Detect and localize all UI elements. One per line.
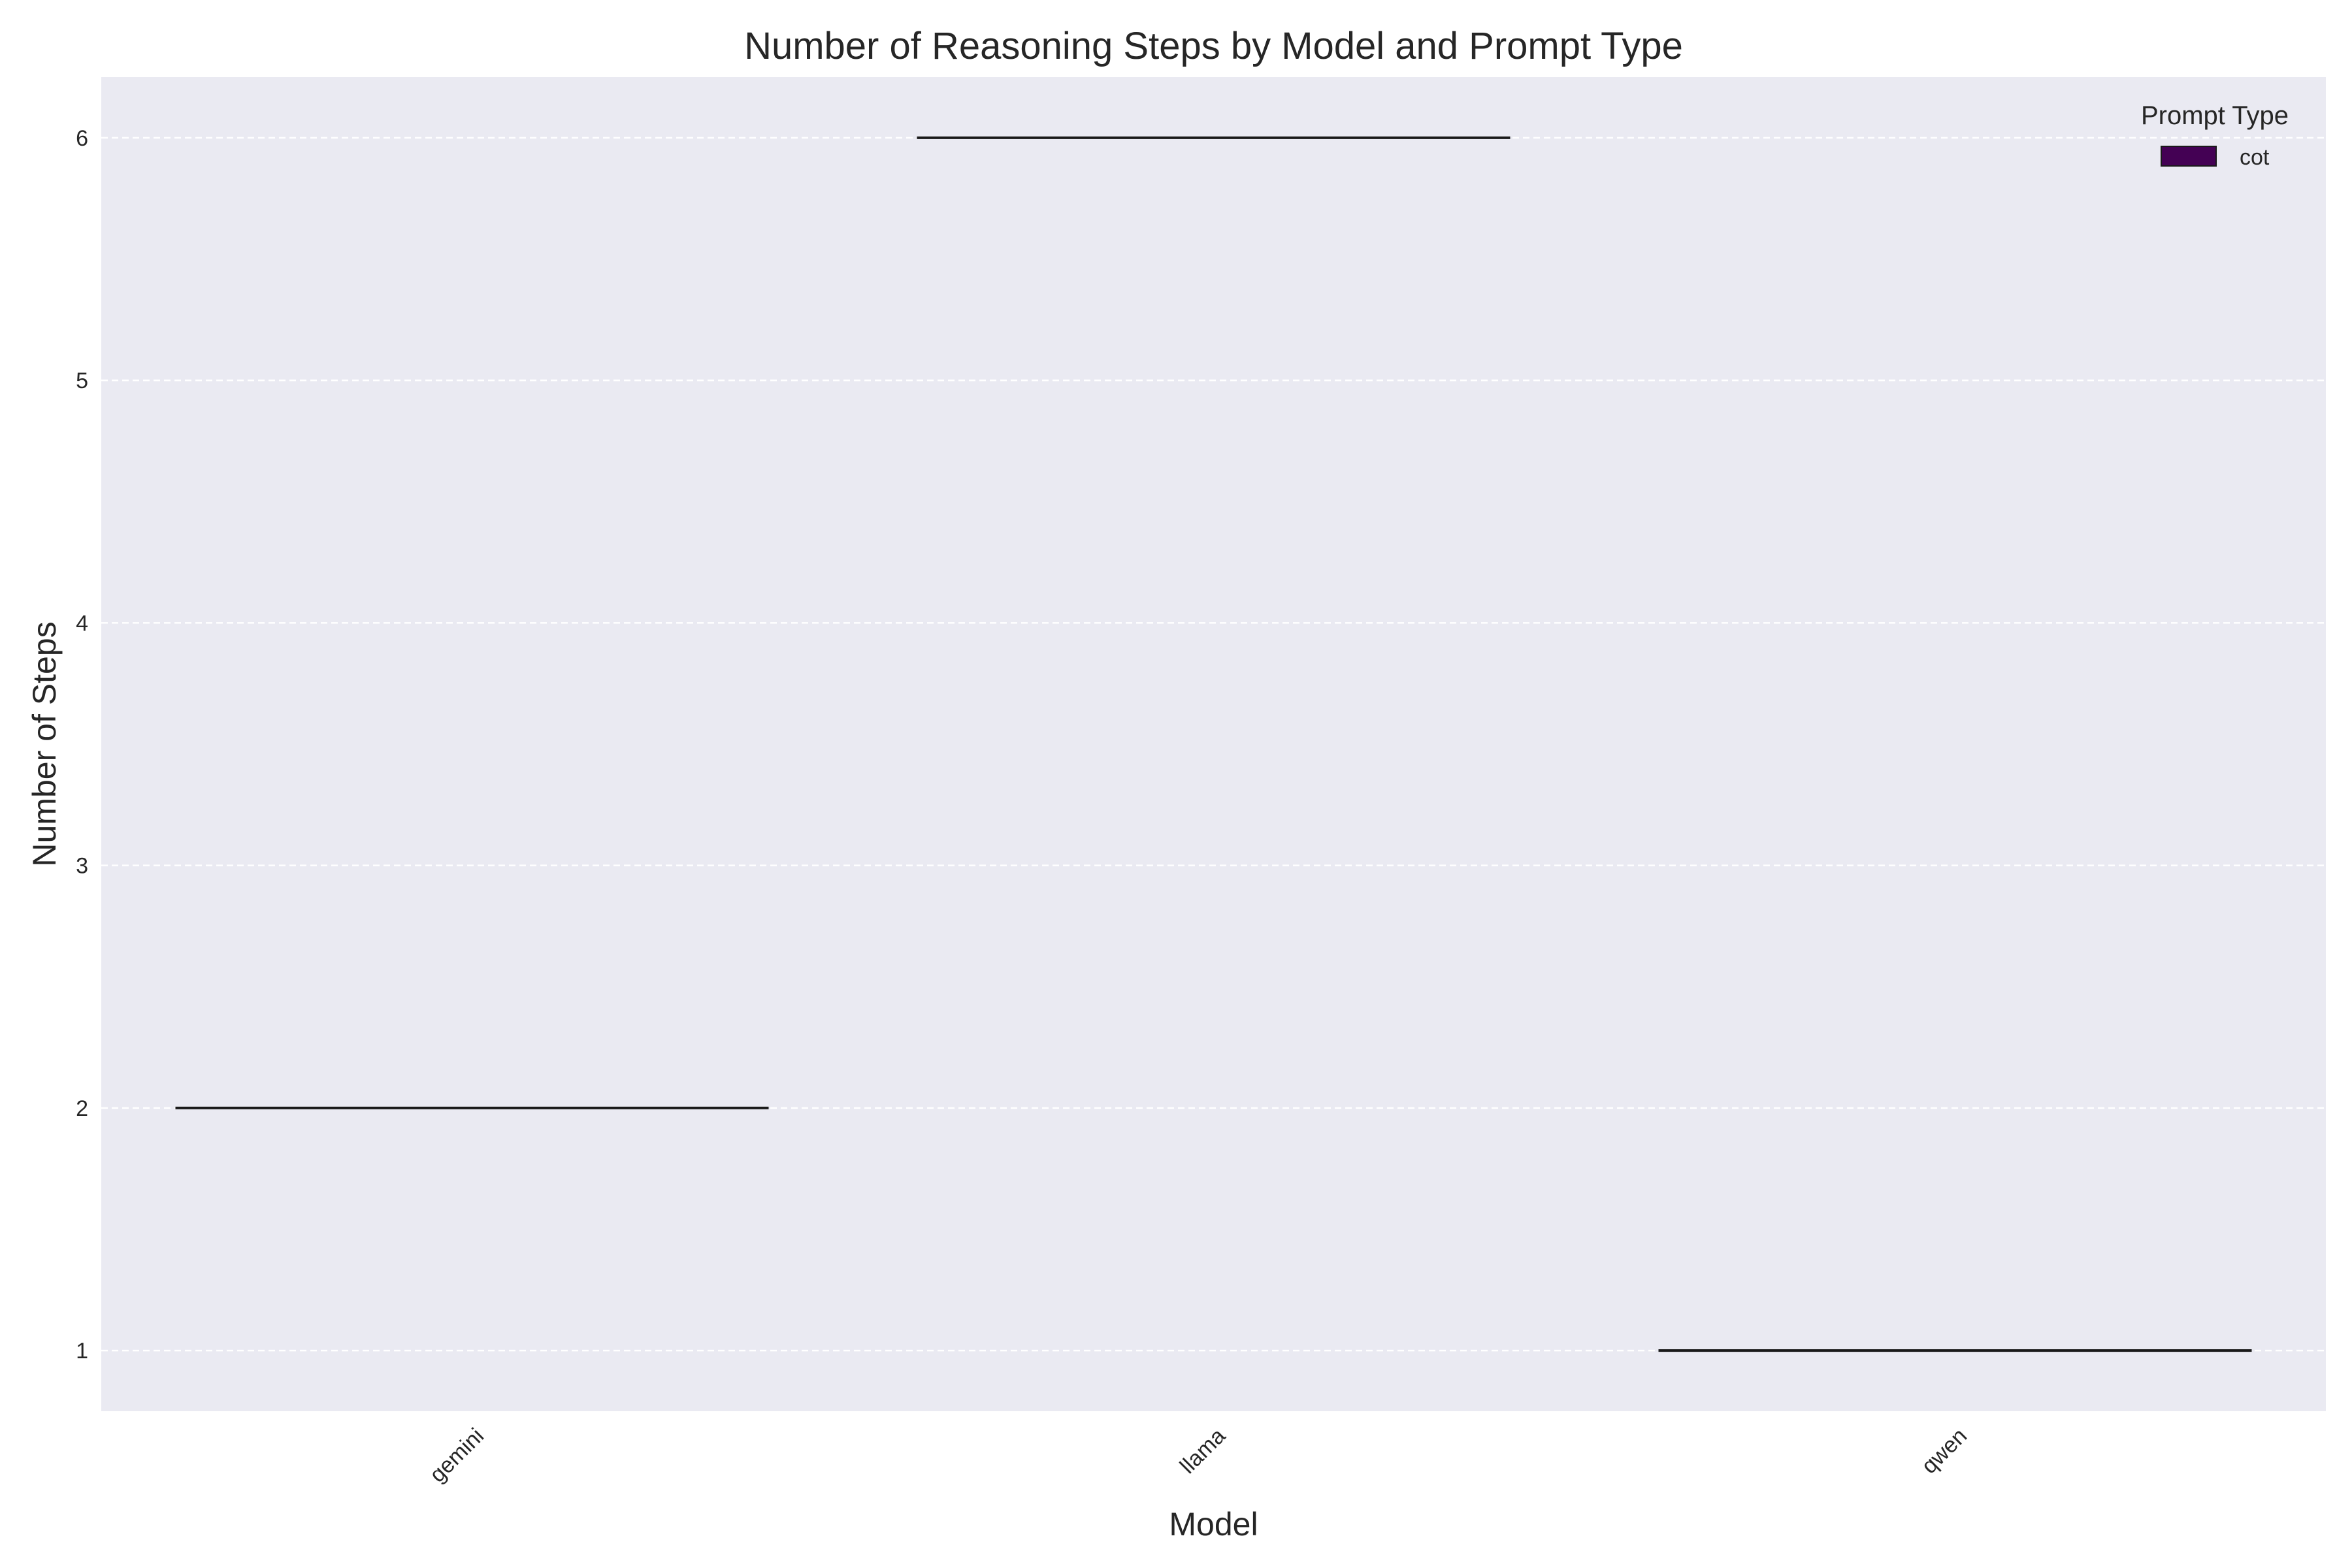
y-tick-label: 1 — [76, 1339, 88, 1364]
legend-title: Prompt Type — [2141, 101, 2289, 130]
y-tick-label: 2 — [76, 1096, 88, 1121]
legend: Prompt Type cot — [2141, 101, 2289, 170]
y-axis-ticks: 1 2 3 4 5 6 — [76, 126, 88, 1364]
y-tick-label: 5 — [76, 368, 88, 393]
y-tick-label: 6 — [76, 126, 88, 151]
chart-title: Number of Reasoning Steps by Model and P… — [744, 25, 1683, 67]
x-axis-label: Model — [1169, 1506, 1258, 1543]
y-axis-label: Number of Steps — [26, 621, 63, 866]
y-tick-label: 3 — [76, 854, 88, 879]
data-marks — [175, 136, 2252, 1352]
legend-label-cot: cot — [2240, 145, 2270, 170]
x-axis-ticks: gemini llama qwen — [425, 1424, 1972, 1488]
x-tick-label-qwen: qwen — [1917, 1424, 1972, 1478]
plot-area — [101, 77, 2326, 1411]
y-tick-label: 4 — [76, 611, 88, 636]
x-tick-label-gemini: gemini — [425, 1424, 489, 1488]
legend-swatch-cot — [2161, 146, 2217, 167]
x-tick-label-llama: llama — [1175, 1424, 1230, 1478]
